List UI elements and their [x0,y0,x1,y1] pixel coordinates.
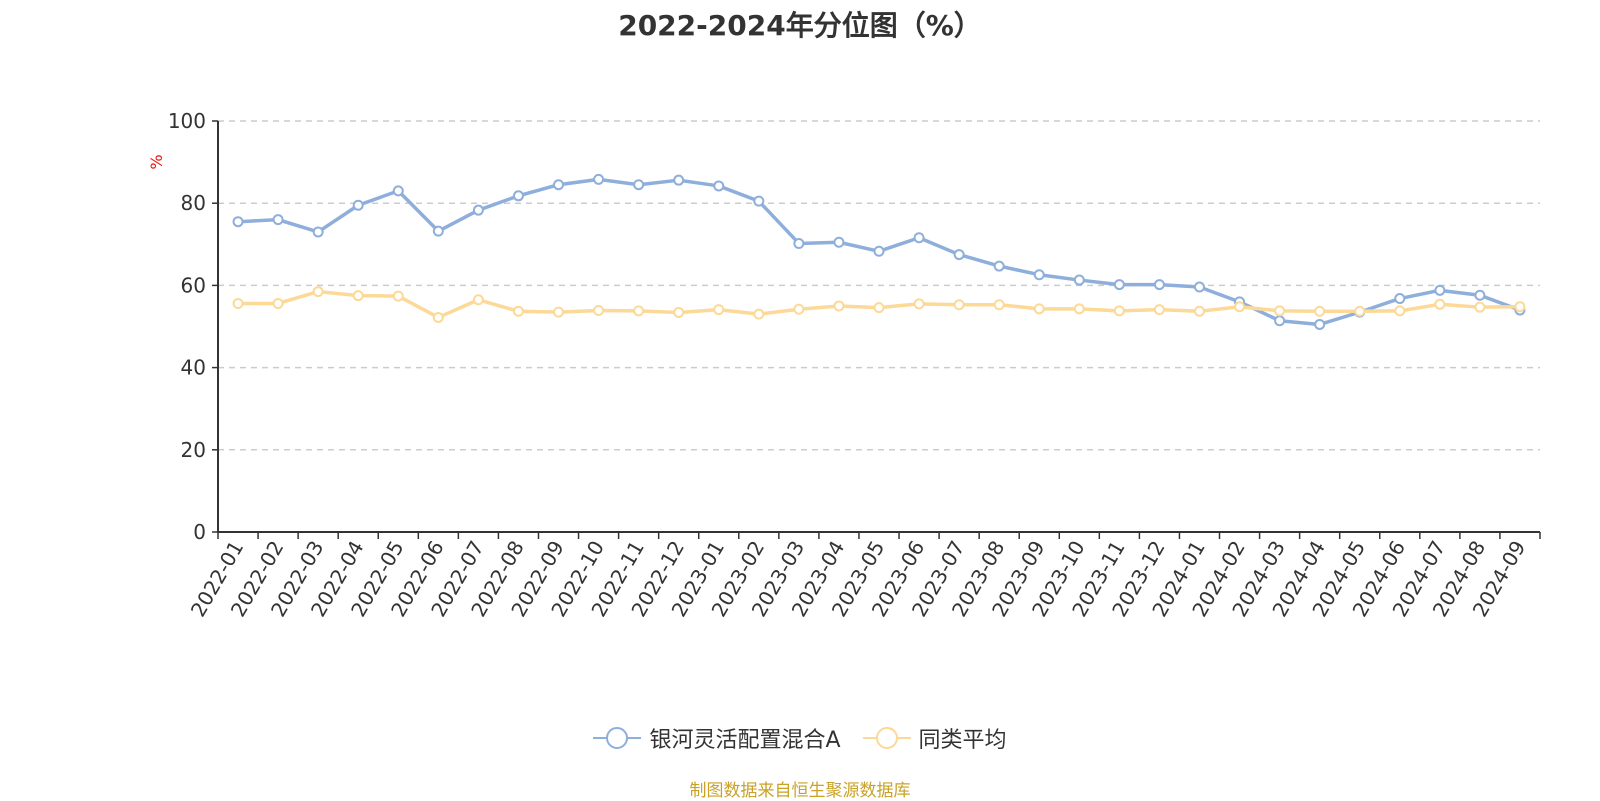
data-point[interactable] [913,232,925,244]
data-point[interactable] [753,308,765,320]
data-point[interactable] [873,245,885,257]
grid-lines [218,120,1540,451]
data-point[interactable] [553,306,565,318]
data-point[interactable] [1153,304,1165,316]
data-point[interactable] [873,302,885,314]
y-tick-label: 80 [181,191,206,215]
axes [212,120,1541,539]
chart-title: 2022-2024年分位图（%） [618,9,982,42]
data-point[interactable] [793,303,805,315]
data-point[interactable] [1033,303,1045,315]
data-point[interactable] [1073,274,1085,286]
legend-item[interactable]: 同类平均 [862,722,1007,754]
source-note: 制图数据来自恒生聚源数据库 [689,781,911,801]
data-point[interactable] [232,297,244,309]
legend-marker-icon [862,727,911,749]
legend-marker-icon [593,727,642,749]
y-tick-label: 100 [168,109,206,133]
data-point[interactable] [833,236,845,248]
data-point[interactable] [713,304,725,316]
data-point[interactable] [993,299,1005,311]
data-point[interactable] [1113,305,1125,317]
data-point[interactable] [392,290,404,302]
legend-label: 同类平均 [918,728,1007,753]
data-point[interactable] [593,304,605,316]
data-point[interactable] [953,249,965,261]
data-point[interactable] [1193,305,1205,317]
tick-labels: 0204060801002022-012022-022022-032022-04… [168,109,1530,621]
data-point[interactable] [272,297,284,309]
data-point[interactable] [1274,305,1286,317]
data-point[interactable] [633,179,645,191]
data-point[interactable] [1153,279,1165,291]
data-point[interactable] [633,305,645,317]
y-tick-label: 60 [181,273,206,297]
legend-item[interactable]: 银河灵活配置混合A [593,722,841,754]
data-point[interactable] [512,190,524,202]
data-point[interactable] [1394,293,1406,305]
data-point[interactable] [1193,281,1205,293]
data-point[interactable] [432,311,444,323]
legend-label: 银河灵活配置混合A [649,728,841,753]
data-point[interactable] [1394,305,1406,317]
data-point[interactable] [673,174,685,186]
data-point[interactable] [993,260,1005,272]
y-tick-label: 0 [193,520,206,544]
y-tick-label: 20 [181,438,206,462]
data-point[interactable] [472,294,484,306]
legend: 银河灵活配置混合A 同类平均 [0,722,1600,754]
data-point[interactable] [793,237,805,249]
data-point[interactable] [232,216,244,228]
data-point[interactable] [913,298,925,310]
data-point[interactable] [1474,289,1486,301]
data-point[interactable] [272,214,284,226]
data-point[interactable] [352,199,364,211]
y-tick-label: 40 [181,356,206,380]
data-point[interactable] [1073,303,1085,315]
data-point[interactable] [1314,305,1326,317]
data-point[interactable] [1234,301,1246,313]
data-point[interactable] [1434,298,1446,310]
data-point[interactable] [312,286,324,298]
data-point[interactable] [1274,315,1286,327]
data-point[interactable] [352,290,364,302]
series-2 [232,286,1526,323]
data-point[interactable] [553,179,565,191]
data-point[interactable] [593,173,605,185]
y-axis-unit-label: % [147,154,166,169]
data-point[interactable] [753,195,765,207]
data-point[interactable] [432,225,444,237]
data-point[interactable] [1113,279,1125,291]
data-point[interactable] [472,204,484,216]
data-point[interactable] [1474,301,1486,313]
data-point[interactable] [953,299,965,311]
data-point[interactable] [713,180,725,192]
data-point[interactable] [673,307,685,319]
data-point[interactable] [1514,301,1526,313]
data-point[interactable] [1434,284,1446,296]
data-point[interactable] [312,226,324,238]
data-point[interactable] [392,185,404,197]
data-point[interactable] [1354,305,1366,317]
data-point[interactable] [833,300,845,312]
data-point[interactable] [512,305,524,317]
data-point[interactable] [1033,269,1045,281]
data-point[interactable] [1314,318,1326,330]
series-lines [232,173,1526,330]
